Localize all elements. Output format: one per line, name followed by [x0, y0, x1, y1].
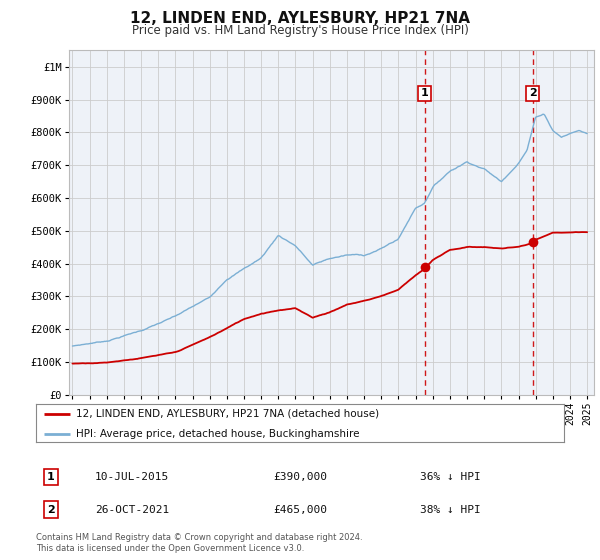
Text: 26-OCT-2021: 26-OCT-2021 [95, 505, 169, 515]
Text: 36% ↓ HPI: 36% ↓ HPI [419, 472, 481, 482]
Text: 12, LINDEN END, AYLESBURY, HP21 7NA (detached house): 12, LINDEN END, AYLESBURY, HP21 7NA (det… [76, 409, 379, 419]
Text: 2: 2 [47, 505, 55, 515]
Text: 2: 2 [529, 88, 536, 99]
Text: HPI: Average price, detached house, Buckinghamshire: HPI: Average price, detached house, Buck… [76, 429, 359, 439]
Text: Price paid vs. HM Land Registry's House Price Index (HPI): Price paid vs. HM Land Registry's House … [131, 24, 469, 37]
Text: 12, LINDEN END, AYLESBURY, HP21 7NA: 12, LINDEN END, AYLESBURY, HP21 7NA [130, 11, 470, 26]
Text: 1: 1 [421, 88, 428, 99]
Text: £465,000: £465,000 [273, 505, 327, 515]
Text: 38% ↓ HPI: 38% ↓ HPI [419, 505, 481, 515]
Text: 1: 1 [47, 472, 55, 482]
Text: £390,000: £390,000 [273, 472, 327, 482]
Text: 10-JUL-2015: 10-JUL-2015 [95, 472, 169, 482]
Text: Contains HM Land Registry data © Crown copyright and database right 2024.
This d: Contains HM Land Registry data © Crown c… [36, 533, 362, 553]
